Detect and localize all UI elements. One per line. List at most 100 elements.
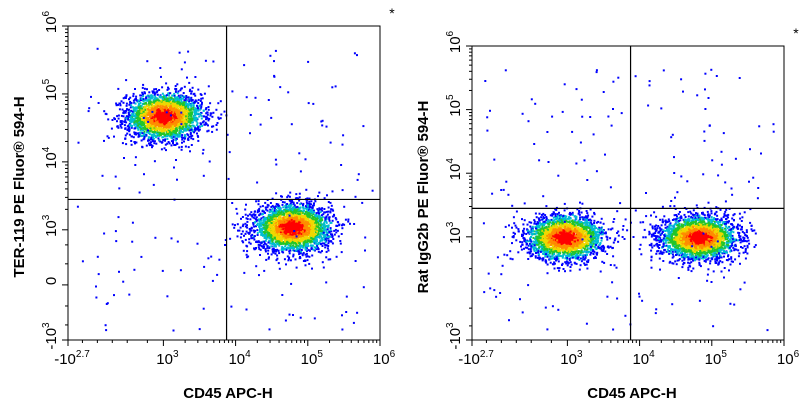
event-dot xyxy=(294,222,297,225)
event-dot xyxy=(305,250,308,253)
event-dot xyxy=(126,132,129,135)
event-dot xyxy=(172,98,175,101)
event-dot xyxy=(185,100,188,103)
event-dot xyxy=(292,220,295,222)
event-dot xyxy=(270,253,273,256)
event-dot xyxy=(158,138,161,141)
event-dot xyxy=(207,119,210,122)
event-dot xyxy=(156,133,159,135)
event-dot xyxy=(295,266,298,269)
event-dot xyxy=(135,99,138,102)
event-dot xyxy=(176,115,179,118)
event-dot xyxy=(330,204,333,207)
event-dot xyxy=(156,90,159,93)
event-dot xyxy=(325,220,328,223)
event-dot xyxy=(302,207,305,210)
event-dot xyxy=(159,96,162,99)
event-dot xyxy=(278,225,281,228)
event-dot xyxy=(175,121,178,124)
event-dot xyxy=(161,132,163,135)
event-dot xyxy=(165,133,168,136)
event-dot xyxy=(276,254,279,257)
event-dot xyxy=(253,235,256,238)
event-dot xyxy=(197,112,200,115)
event-dot xyxy=(159,94,162,97)
event-dot xyxy=(281,195,283,198)
event-dot xyxy=(184,97,187,100)
event-dot xyxy=(256,219,259,222)
event-dot xyxy=(192,104,195,107)
event-dot xyxy=(303,215,306,217)
event-dot xyxy=(283,201,286,204)
event-dot xyxy=(253,247,255,250)
event-dot xyxy=(136,121,139,124)
event-dot xyxy=(142,99,144,102)
event-dot xyxy=(310,210,313,213)
event-dot xyxy=(320,235,322,238)
event-dot xyxy=(130,121,133,124)
event-dot xyxy=(159,101,162,104)
event-dot xyxy=(263,222,266,225)
event-dot xyxy=(258,247,261,250)
event-dot xyxy=(169,101,172,104)
event-dot xyxy=(128,103,131,106)
event-dot xyxy=(156,109,159,112)
event-dot xyxy=(147,127,150,130)
event-dot xyxy=(190,137,193,140)
event-dot xyxy=(165,121,168,124)
event-dot xyxy=(176,101,179,104)
event-dot xyxy=(283,230,286,233)
event-dot xyxy=(246,224,248,227)
event-dot xyxy=(271,211,274,214)
event-dot xyxy=(314,239,317,242)
event-dot xyxy=(157,110,160,113)
event-dot xyxy=(308,238,311,241)
event-dot xyxy=(312,239,315,242)
event-dot xyxy=(122,101,125,104)
event-dot xyxy=(162,107,165,110)
event-dot xyxy=(282,216,285,219)
event-dot xyxy=(293,208,296,211)
event-dot xyxy=(275,259,278,262)
event-dot xyxy=(159,131,161,134)
event-dot xyxy=(353,223,356,225)
event-dot xyxy=(155,91,158,94)
event-dot xyxy=(309,211,312,214)
event-dot xyxy=(165,120,168,123)
event-dot xyxy=(132,136,135,139)
event-dot xyxy=(299,256,301,258)
event-dot xyxy=(172,119,174,122)
event-dot xyxy=(170,120,173,123)
event-dot xyxy=(261,223,264,226)
event-dot xyxy=(262,210,265,213)
event-dot xyxy=(262,247,265,249)
event-dot xyxy=(302,206,305,209)
event-dot xyxy=(162,111,165,114)
event-dot xyxy=(278,220,281,223)
event-dot xyxy=(275,219,278,222)
event-dot xyxy=(262,216,265,219)
event-dot xyxy=(205,118,207,121)
event-dot xyxy=(196,106,199,109)
event-dot xyxy=(308,200,311,203)
event-dot xyxy=(153,113,156,116)
event-dot xyxy=(324,218,327,221)
event-dot xyxy=(252,229,255,232)
event-dot xyxy=(136,116,139,119)
event-dot xyxy=(268,226,271,229)
event-dot xyxy=(153,131,156,134)
event-dot xyxy=(215,124,218,126)
event-dot xyxy=(128,108,130,111)
event-dot xyxy=(145,109,148,112)
event-dot xyxy=(194,116,197,119)
event-dot xyxy=(123,124,126,127)
event-dot xyxy=(275,245,277,248)
event-dot xyxy=(312,209,315,212)
event-dot xyxy=(169,110,172,113)
event-dot xyxy=(198,128,201,131)
event-dot xyxy=(304,240,307,243)
event-dot xyxy=(188,129,191,132)
event-dot xyxy=(134,122,137,125)
event-dot xyxy=(185,106,188,109)
event-dot xyxy=(155,97,158,100)
